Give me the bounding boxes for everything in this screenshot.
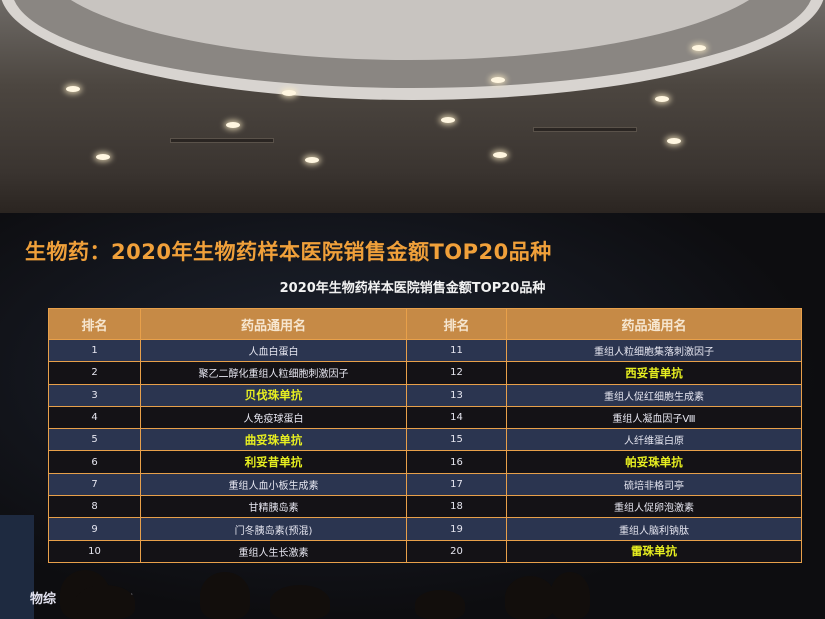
table-title: 2020年生物药样本医院销售金额TOP20品种 <box>279 281 546 296</box>
audience-head <box>415 590 465 619</box>
ceiling-light <box>305 157 319 163</box>
cell-rank: 5 <box>48 428 141 452</box>
table-row: 10 重组人生长激素 20 雷珠单抗 <box>48 539 802 563</box>
audience-head <box>200 572 250 619</box>
cell-drug-name: 硫培非格司亭 <box>506 472 802 497</box>
cell-drug-name: 曲妥珠单抗 <box>140 428 407 452</box>
cell-rank: 7 <box>48 472 141 497</box>
ceiling-light <box>226 122 240 128</box>
ceiling-vent <box>170 138 274 143</box>
header-rank: 排名 <box>406 308 507 340</box>
cell-rank: 3 <box>48 383 141 407</box>
header-rank: 排名 <box>48 308 141 340</box>
cell-drug-name: 重组人促红细胞生成素 <box>506 383 802 407</box>
cell-drug-name: 甘精胰岛素 <box>140 495 407 519</box>
ceiling-light <box>96 154 110 160</box>
ceiling-light <box>667 138 681 144</box>
cell-drug-name: 重组人凝血因子Ⅷ <box>506 405 802 430</box>
podium-banner <box>0 515 34 619</box>
cell-drug-name: 重组人粒细胞集落刺激因子 <box>506 338 802 363</box>
cell-rank: 20 <box>406 539 507 563</box>
cell-rank: 13 <box>406 383 507 407</box>
ceiling-light <box>491 77 505 83</box>
ceiling-light <box>441 117 455 123</box>
cell-rank: 16 <box>406 450 507 474</box>
cell-rank: 6 <box>48 450 141 474</box>
table-row: 2 聚乙二醇化重组人粒细胞刺激因子 12 西妥昔单抗 <box>48 361 802 385</box>
table-row: 4 人免疫球蛋白 14 重组人凝血因子Ⅷ <box>48 405 802 430</box>
ceiling-light <box>66 86 80 92</box>
cell-drug-name: 重组人生长激素 <box>140 539 407 563</box>
cell-rank: 15 <box>406 428 507 452</box>
header-drug-name: 药品通用名 <box>140 308 407 340</box>
table-header-row: 排名 药品通用名 排名 药品通用名 <box>48 308 802 340</box>
cell-drug-name: 利妥昔单抗 <box>140 450 407 474</box>
cell-drug-name: 重组人血小板生成素 <box>140 472 407 497</box>
cell-drug-name: 门冬胰岛素(预混) <box>140 517 407 541</box>
ceiling-light <box>493 152 507 158</box>
cell-drug-name: 重组人促卵泡激素 <box>506 495 802 519</box>
ceiling-light <box>282 90 296 96</box>
header-drug-name: 药品通用名 <box>506 308 802 340</box>
ceiling-light <box>692 45 706 51</box>
cell-drug-name: 人纤维蛋白原 <box>506 428 802 452</box>
cell-rank: 1 <box>48 338 141 363</box>
cell-rank: 8 <box>48 495 141 519</box>
audience-head <box>270 585 330 619</box>
cell-drug-name: 帕妥珠单抗 <box>506 450 802 474</box>
cell-drug-name: 重组人脑利钠肽 <box>506 517 802 541</box>
cell-drug-name: 西妥昔单抗 <box>506 361 802 385</box>
table-row: 7 重组人血小板生成素 17 硫培非格司亭 <box>48 472 802 497</box>
cell-drug-name: 人免疫球蛋白 <box>140 405 407 430</box>
cell-rank: 9 <box>48 517 141 541</box>
table-row: 6 利妥昔单抗 16 帕妥珠单抗 <box>48 450 802 474</box>
ceiling-vent <box>533 127 637 132</box>
audience-head <box>550 572 590 619</box>
cell-rank: 19 <box>406 517 507 541</box>
slide-title: 生物药：2020年生物药样本医院销售金额TOP20品种 <box>25 240 552 264</box>
cell-drug-name: 贝伐珠单抗 <box>140 383 407 407</box>
audience-head <box>75 585 135 619</box>
cell-drug-name: 人血白蛋白 <box>140 338 407 363</box>
table-row: 1 人血白蛋白 11 重组人粒细胞集落刺激因子 <box>48 338 802 363</box>
cell-rank: 2 <box>48 361 141 385</box>
table-row: 9 门冬胰岛素(预混) 19 重组人脑利钠肽 <box>48 517 802 541</box>
cell-rank: 17 <box>406 472 507 497</box>
cell-drug-name: 雷珠单抗 <box>506 539 802 563</box>
cell-rank: 10 <box>48 539 141 563</box>
table-row: 8 甘精胰岛素 18 重组人促卵泡激素 <box>48 495 802 519</box>
cell-rank: 4 <box>48 405 141 430</box>
ceiling-light <box>655 96 669 102</box>
table-row: 5 曲妥珠单抗 15 人纤维蛋白原 <box>48 428 802 452</box>
ceiling <box>0 0 825 215</box>
cell-rank: 14 <box>406 405 507 430</box>
cell-drug-name: 聚乙二醇化重组人粒细胞刺激因子 <box>140 361 407 385</box>
top20-table: 排名 药品通用名 排名 药品通用名 1 人血白蛋白 11 重组人粒细胞集落刺激因子 2 聚… <box>48 308 802 563</box>
audience-head <box>505 576 555 619</box>
cell-rank: 11 <box>406 338 507 363</box>
cell-rank: 18 <box>406 495 507 519</box>
cell-rank: 12 <box>406 361 507 385</box>
table-row: 3 贝伐珠单抗 13 重组人促红细胞生成素 <box>48 383 802 407</box>
